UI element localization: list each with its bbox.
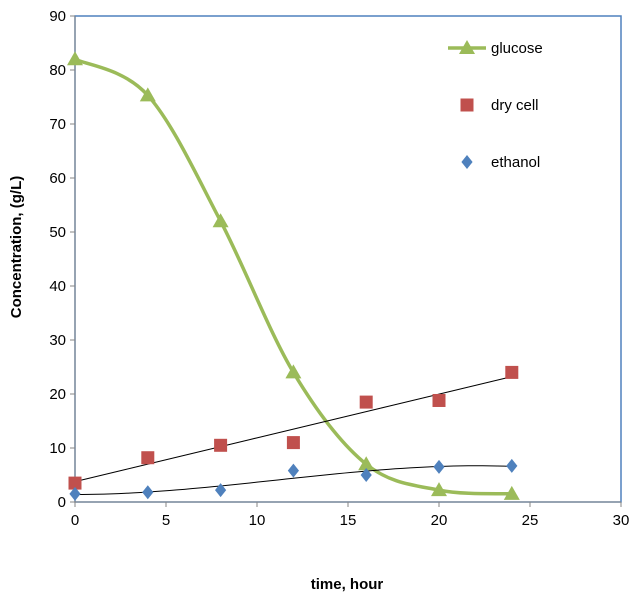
x-tick-label: 20	[431, 512, 448, 529]
y-tick-label: 60	[49, 170, 66, 187]
dry-cell-point	[214, 438, 228, 452]
y-tick-label: 80	[49, 62, 66, 79]
dry-cell-point	[68, 476, 82, 490]
x-tick-label: 0	[71, 512, 79, 529]
y-tick-label: 20	[49, 386, 66, 403]
ethanol-point	[142, 485, 154, 500]
glucose-point	[358, 456, 375, 471]
legend-item-glucose: glucose	[448, 40, 543, 57]
y-tick-label: 10	[49, 440, 66, 457]
ethanol-point	[287, 463, 299, 478]
legend-dry-cell-marker	[460, 98, 474, 112]
glucose-point	[212, 213, 229, 228]
glucose-point	[431, 482, 447, 497]
legend-item-dry-cell: dry cell	[460, 97, 539, 114]
y-tick-label: 70	[49, 116, 66, 133]
dry-cell-point	[432, 393, 446, 407]
x-tick-label: 5	[162, 512, 170, 529]
series-glucose	[67, 51, 520, 500]
ethanol-point	[506, 458, 518, 473]
dry-cell-point	[359, 395, 373, 409]
plot-border	[74, 15, 622, 503]
y-tick-label: 50	[49, 224, 66, 241]
y-axis-title: Concentration, (g/L)	[8, 176, 25, 319]
y-tick-label: 0	[58, 494, 66, 511]
y-tick-label: 40	[49, 278, 66, 295]
y-tick-label: 90	[49, 8, 66, 25]
x-tick-label: 30	[613, 512, 630, 529]
x-tick-label: 25	[522, 512, 539, 529]
plot-area	[74, 15, 622, 503]
ethanol-point	[215, 483, 227, 498]
legend-ethanol-label: ethanol	[491, 154, 540, 171]
x-tick-label: 15	[340, 512, 357, 529]
glucose-point	[285, 364, 302, 379]
dry-cell-point	[141, 451, 155, 465]
x-axis-title: time, hour	[311, 576, 384, 593]
series-layer	[67, 51, 520, 501]
glucose-point	[503, 485, 520, 500]
series-ethanol	[69, 458, 518, 501]
legend-glucose-marker	[459, 40, 475, 54]
axes: 0 10 20 30 40 50 60 70 80 90 0 5 10 15 20 25 30	[49, 8, 629, 529]
ethanol-point	[360, 468, 372, 482]
y-tick-label: 30	[49, 332, 66, 349]
ethanol-point	[69, 486, 81, 501]
series-dry-cell	[68, 365, 519, 490]
legend-ethanol-marker	[461, 155, 473, 169]
legend: glucose dry cell ethanol	[448, 40, 543, 171]
dry-cell-point	[505, 365, 519, 379]
legend-glucose-label: glucose	[491, 40, 543, 57]
glucose-point	[139, 87, 156, 102]
legend-dry-cell-label: dry cell	[491, 97, 539, 114]
ethanol-point	[433, 459, 445, 474]
dry-cell-point	[286, 436, 300, 450]
glucose-point	[67, 51, 83, 66]
legend-item-ethanol: ethanol	[461, 154, 540, 171]
x-tick-label: 10	[249, 512, 266, 529]
